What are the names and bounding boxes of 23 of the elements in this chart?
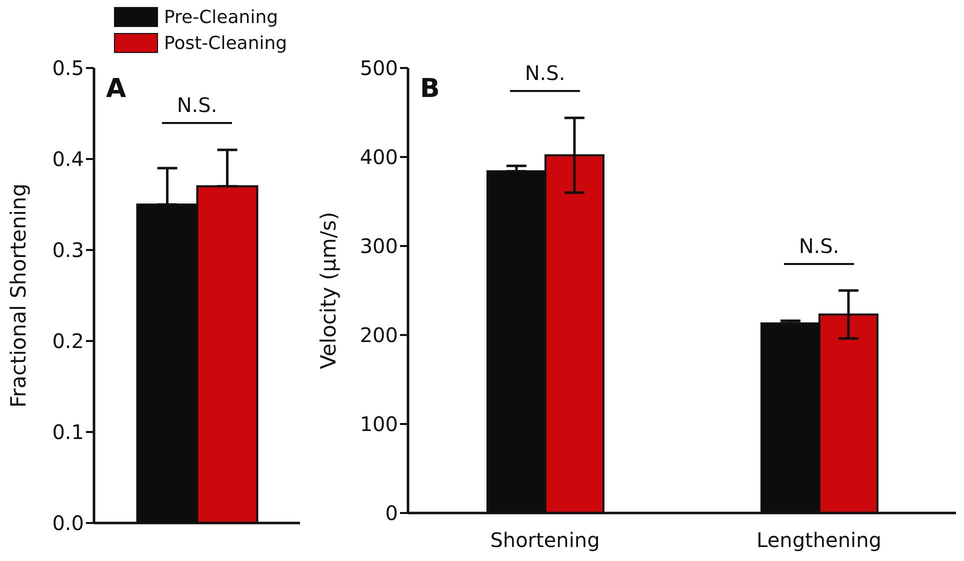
y-tick-label: 200 <box>360 323 398 348</box>
y-tick-label: 300 <box>360 234 398 258</box>
annotation: N.S. <box>176 92 218 118</box>
annotation: B <box>420 74 440 104</box>
y-axis-title: Velocity (μm/s) <box>316 212 340 370</box>
annotation: N.S. <box>524 60 566 86</box>
y-tick-label: 0.2 <box>52 329 84 354</box>
annotation: A <box>106 74 126 104</box>
y-tick-label: 400 <box>360 145 398 170</box>
x-tick-label: Shortening <box>490 528 600 552</box>
legend-label: Pre-Cleaning <box>164 6 278 28</box>
y-tick-label: 0 <box>385 501 398 526</box>
x-tick-label: Lengthening <box>756 528 882 552</box>
y-tick-label: 500 <box>360 56 398 80</box>
annotation: N.S. <box>798 232 840 258</box>
legend-label: Post-Cleaning <box>164 32 288 54</box>
y-tick-label: 0.5 <box>52 56 84 80</box>
y-tick-label: 0.1 <box>52 420 84 444</box>
y-tick-label: 100 <box>360 412 398 436</box>
y-tick-label: 0.0 <box>52 511 84 536</box>
y-axis-title: Fractional Shortening <box>6 183 30 408</box>
y-tick-label: 0.3 <box>52 238 84 262</box>
y-tick-label: 0.4 <box>52 147 84 172</box>
